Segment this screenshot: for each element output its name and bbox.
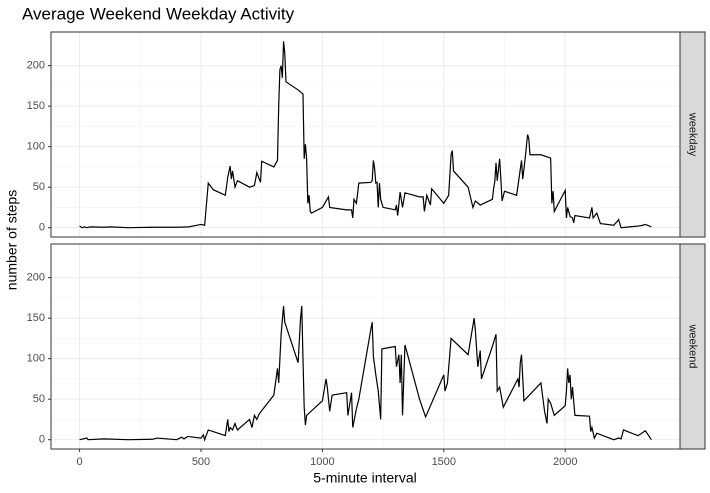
y-tick-label: 100	[27, 353, 45, 365]
series-line	[79, 305, 652, 442]
y-tick-label: 200	[27, 60, 45, 72]
chart-title: Average Weekend Weekday Activity	[22, 4, 295, 23]
y-tick-label: 0	[39, 222, 45, 234]
panel-background	[51, 32, 680, 237]
x-tick-label: 2000	[553, 456, 577, 468]
facet-strip	[679, 31, 706, 238]
y-tick-label: 150	[27, 312, 45, 324]
facet-label: weekday	[687, 112, 699, 157]
x-tick-label: 0	[77, 456, 83, 468]
x-tick-label: 1000	[310, 456, 334, 468]
facet-label: weekend	[687, 323, 699, 368]
y-tick-label: 100	[27, 141, 45, 153]
y-tick-label: 0	[39, 434, 45, 446]
y-tick-label: 200	[27, 272, 45, 284]
y-axis-title: number of steps	[4, 190, 20, 290]
series-line	[79, 41, 652, 229]
panel-background	[51, 244, 680, 449]
facet-strip	[679, 243, 706, 450]
y-tick-label: 50	[33, 181, 45, 193]
y-tick-label: 150	[27, 100, 45, 112]
y-tick-label: 50	[33, 393, 45, 405]
x-axis-title: 5-minute interval	[313, 470, 417, 486]
x-tick-label: 1500	[432, 456, 456, 468]
x-tick-label: 500	[192, 456, 210, 468]
